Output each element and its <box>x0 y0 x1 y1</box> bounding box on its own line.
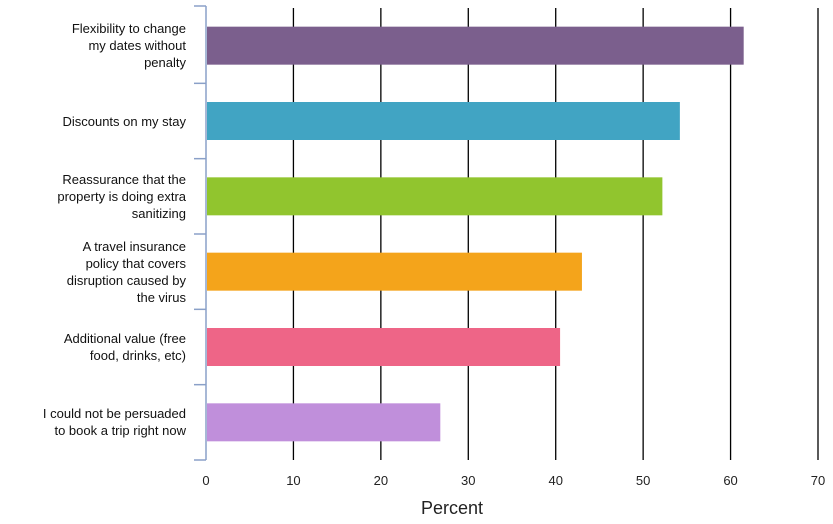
x-tick-label: 30 <box>461 473 475 488</box>
x-tick-label: 40 <box>548 473 562 488</box>
x-tick-label: 70 <box>811 473 825 488</box>
category-label: Flexibility to change my dates without p… <box>71 21 186 71</box>
bars <box>207 26 744 442</box>
x-tick-label: 50 <box>636 473 650 488</box>
gridlines <box>292 8 819 460</box>
bar <box>207 102 680 140</box>
bar <box>207 26 744 65</box>
x-tick-labels: 0 10 20 30 40 50 60 70 <box>202 473 825 488</box>
y-axis <box>194 5 207 461</box>
x-tick-label: 60 <box>723 473 737 488</box>
bar <box>207 403 441 442</box>
category-label: I could not be persuaded to book a trip … <box>42 406 186 439</box>
x-tick-label: 10 <box>286 473 300 488</box>
category-label: A travel insurance policy that covers di… <box>66 238 186 305</box>
bar <box>207 328 561 366</box>
x-tick-label: 0 <box>202 473 209 488</box>
x-tick-label: 20 <box>374 473 388 488</box>
bar <box>207 252 582 291</box>
x-axis-title: Percent <box>421 498 483 518</box>
category-label: Additional value (free food, drinks, etc… <box>63 331 186 363</box>
category-label: Discounts on my stay <box>62 113 186 129</box>
category-label: Reassurance that the property is doing e… <box>57 171 186 221</box>
bar <box>207 177 663 216</box>
